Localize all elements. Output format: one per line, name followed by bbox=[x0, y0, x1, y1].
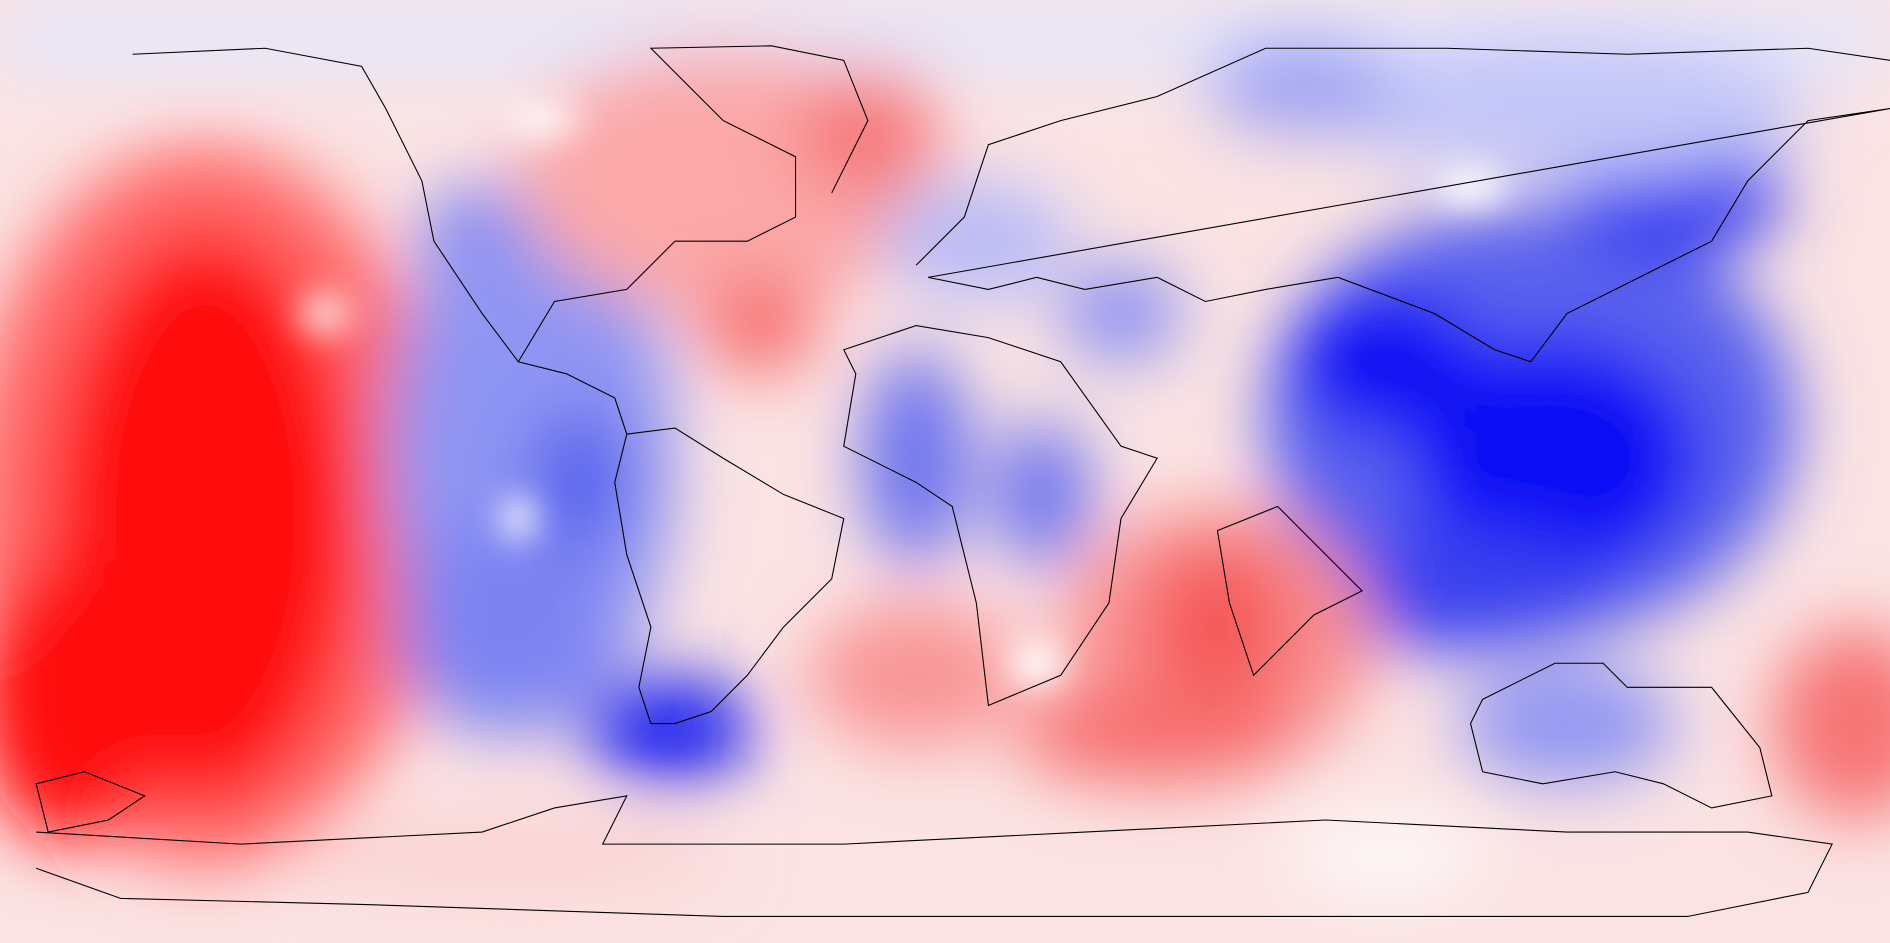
coastlines bbox=[35, 45, 1890, 918]
antarctica-coast bbox=[35, 795, 1833, 918]
australia-coast bbox=[1469, 662, 1773, 809]
north-america-coast bbox=[517, 45, 869, 363]
field-blobs bbox=[0, 0, 1890, 893]
india-coast bbox=[1216, 505, 1363, 677]
africa-coast bbox=[842, 325, 1158, 707]
field-highlights bbox=[298, 106, 1507, 685]
eurasia-coast bbox=[915, 47, 1890, 363]
new-zealand-coast bbox=[35, 771, 146, 833]
americas-coast bbox=[132, 47, 845, 725]
